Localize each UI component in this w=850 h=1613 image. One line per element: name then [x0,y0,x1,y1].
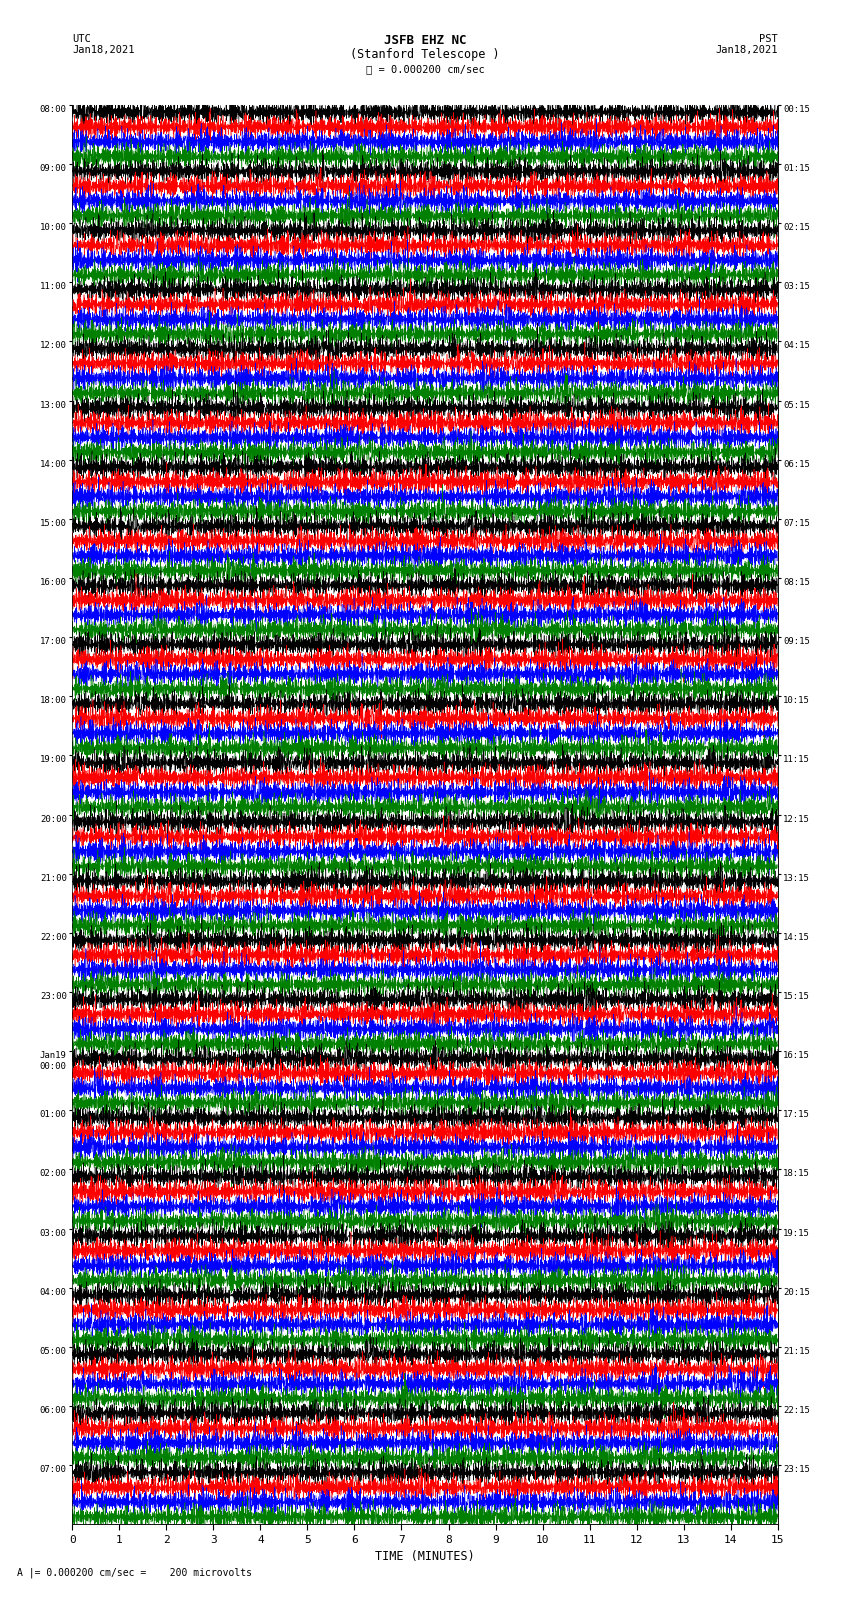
Text: Jan18,2021: Jan18,2021 [72,45,135,55]
Text: Jan18,2021: Jan18,2021 [715,45,778,55]
Text: ⏐ = 0.000200 cm/sec: ⏐ = 0.000200 cm/sec [366,65,484,74]
Text: UTC: UTC [72,34,91,44]
Text: PST: PST [759,34,778,44]
Text: JSFB EHZ NC: JSFB EHZ NC [383,34,467,47]
Text: (Stanford Telescope ): (Stanford Telescope ) [350,48,500,61]
Text: A |= 0.000200 cm/sec =    200 microvolts: A |= 0.000200 cm/sec = 200 microvolts [17,1566,252,1578]
X-axis label: TIME (MINUTES): TIME (MINUTES) [375,1550,475,1563]
